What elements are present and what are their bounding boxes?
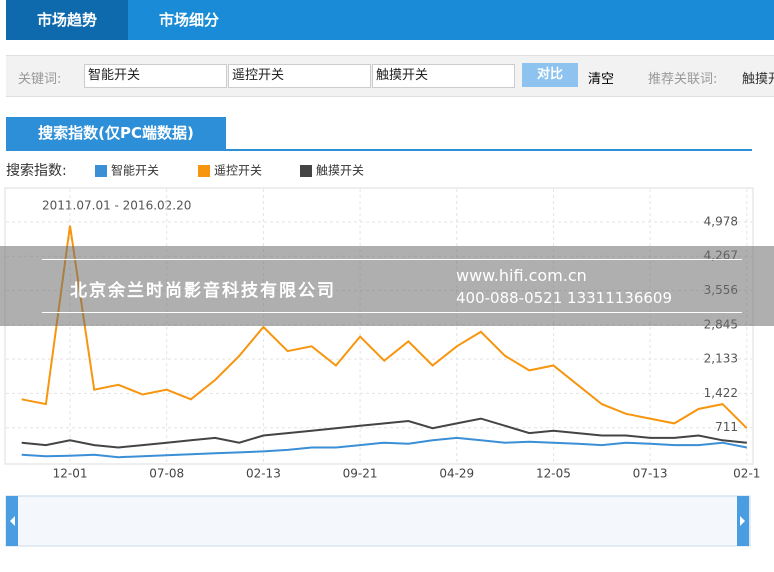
divider: [6, 149, 752, 151]
x-tick-label: 12-01: [53, 467, 88, 481]
x-tick-label: 02-1: [733, 467, 760, 481]
x-tick-label: 02-13: [246, 467, 281, 481]
watermark-band: 北京余兰时尚影音科技有限公司 www.hifi.com.cn 400-088-0…: [0, 246, 774, 326]
keyword-input[interactable]: 遥控开关: [228, 64, 371, 88]
tab[interactable]: 市场趋势: [6, 0, 128, 40]
tab[interactable]: 市场细分: [158, 11, 219, 29]
watermark-phone: 400-088-0521 13311136609: [456, 289, 673, 307]
timeline-scroller[interactable]: [5, 495, 751, 547]
x-tick-label: 07-13: [633, 467, 668, 481]
series-line: [21, 436, 747, 459]
legend-label: 智能开关: [111, 163, 159, 178]
watermark-site: www.hifi.com.cn: [456, 266, 587, 285]
label: 关键词:: [18, 72, 62, 87]
legend-label: 遥控开关: [214, 164, 262, 178]
legend-title: 搜索指数:: [6, 162, 67, 179]
x-tick-label: 07-08: [149, 467, 184, 481]
compare-button[interactable]: 对比: [522, 63, 578, 87]
watermark-company: 北京余兰时尚影音科技有限公司: [70, 281, 336, 301]
keyword-input[interactable]: 触摸开关: [372, 64, 515, 88]
legend-label: 触摸开关: [316, 164, 364, 178]
related-link[interactable]: 触摸开: [742, 72, 774, 87]
label: 推荐关联词:: [648, 72, 718, 87]
x-tick-label: 09-21: [343, 467, 378, 481]
y-tick-label: 1,422: [704, 386, 738, 400]
legend-swatch: [198, 165, 210, 177]
series-line: [21, 225, 748, 429]
y-tick-label: 2,133: [704, 352, 738, 366]
legend-swatch: [95, 165, 107, 177]
y-tick-label: 4,978: [704, 214, 738, 228]
search-row: 关键词: 智能开关 遥控开关 触摸开关 对比 清空 推荐关联词: 触摸开: [6, 55, 774, 97]
keyword-input[interactable]: 智能开关: [84, 64, 227, 88]
top-bar: 市场趋势 市场细分: [6, 0, 774, 40]
y-tick-label: 711: [715, 420, 738, 434]
plot-area: [4, 187, 754, 465]
date-range: 2011.07.01 - 2016.02.20: [42, 199, 191, 213]
legend-swatch: [300, 165, 312, 177]
clear-button[interactable]: 清空: [588, 72, 615, 87]
x-tick-label: 04-29: [439, 467, 474, 481]
section-tab[interactable]: 搜索指数(仅PC端数据): [6, 117, 226, 149]
x-tick-label: 12-05: [536, 467, 571, 481]
series-line: [21, 417, 747, 449]
